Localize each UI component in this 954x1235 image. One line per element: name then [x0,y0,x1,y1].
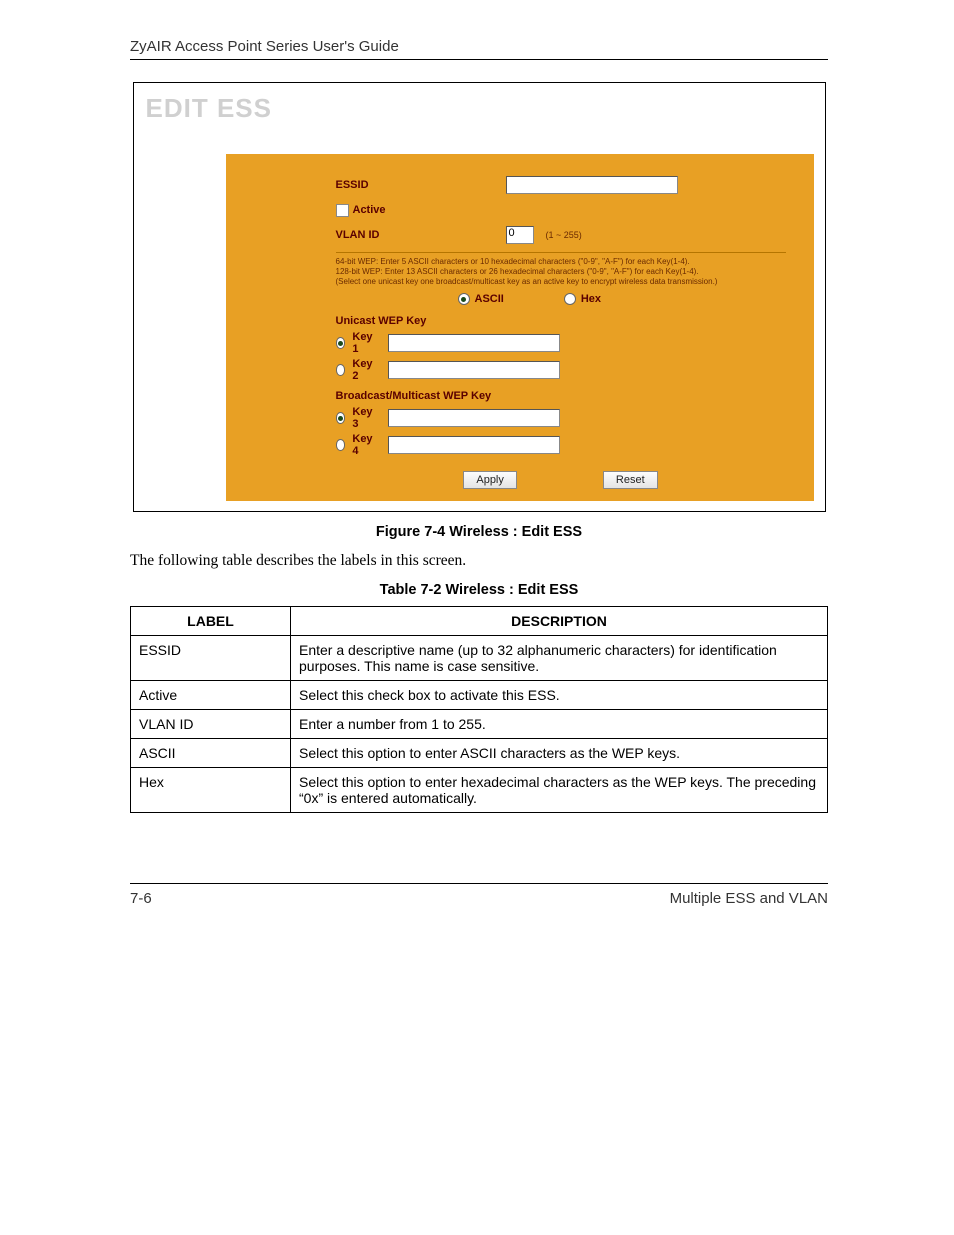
key1-radio[interactable] [336,337,346,349]
key1-input[interactable] [388,334,560,352]
unicast-title: Unicast WEP Key [336,315,786,327]
help-line2: 128-bit WEP: Enter 13 ASCII characters o… [336,267,786,277]
key3-label: Key 3 [352,406,375,430]
essid-input[interactable] [506,176,678,194]
panel-title: EDIT ESS [146,93,813,124]
vlan-input[interactable]: 0 [506,226,534,244]
description-table: LABEL DESCRIPTION ESSIDEnter a descripti… [130,606,828,813]
th-desc: DESCRIPTION [291,607,828,636]
key2-input[interactable] [388,361,560,379]
ascii-radio[interactable] [458,293,470,305]
vlan-label: VLAN ID [336,229,506,241]
key1-label: Key 1 [352,331,375,355]
apply-button[interactable]: Apply [463,471,517,489]
reset-button[interactable]: Reset [603,471,658,489]
figure-screenshot: EDIT ESS ESSID Active VLAN ID 0 [133,82,826,512]
help-text: 64-bit WEP: Enter 5 ASCII characters or … [336,257,786,287]
edit-ess-form: ESSID Active VLAN ID 0 (1 ~ 255) [226,154,814,501]
active-label: Active [353,204,386,216]
help-line3: (Select one unicast key one broadcast/mu… [336,277,786,287]
page-number: 7-6 [130,890,152,907]
key3-radio[interactable] [336,412,346,424]
divider [336,252,786,253]
ascii-label: ASCII [475,293,504,305]
header-title: ZyAIR Access Point Series User's Guide [130,38,399,55]
table-row: ASCIISelect this option to enter ASCII c… [131,739,828,768]
page-footer: 7-6 Multiple ESS and VLAN [130,883,828,907]
table-row: HexSelect this option to enter hexadecim… [131,768,828,813]
broadcast-title: Broadcast/Multicast WEP Key [336,390,786,402]
help-line1: 64-bit WEP: Enter 5 ASCII characters or … [336,257,786,267]
table-row: VLAN IDEnter a number from 1 to 255. [131,710,828,739]
table-row: ESSIDEnter a descriptive name (up to 32 … [131,636,828,681]
table-caption: Table 7-2 Wireless : Edit ESS [130,582,828,598]
page-header: ZyAIR Access Point Series User's Guide [130,38,828,60]
hex-label: Hex [581,293,601,305]
section-name: Multiple ESS and VLAN [670,890,828,907]
essid-label: ESSID [336,179,506,191]
hex-radio[interactable] [564,293,576,305]
key4-input[interactable] [388,436,560,454]
key4-label: Key 4 [352,433,375,457]
key4-radio[interactable] [336,439,346,451]
vlan-hint: (1 ~ 255) [546,230,582,240]
key3-input[interactable] [388,409,560,427]
key2-label: Key 2 [352,358,375,382]
figure-caption: Figure 7-4 Wireless : Edit ESS [130,524,828,540]
body-text: The following table describes the labels… [130,552,828,570]
th-label: LABEL [131,607,291,636]
table-row: ActiveSelect this check box to activate … [131,681,828,710]
active-checkbox[interactable] [336,204,349,217]
key2-radio[interactable] [336,364,346,376]
